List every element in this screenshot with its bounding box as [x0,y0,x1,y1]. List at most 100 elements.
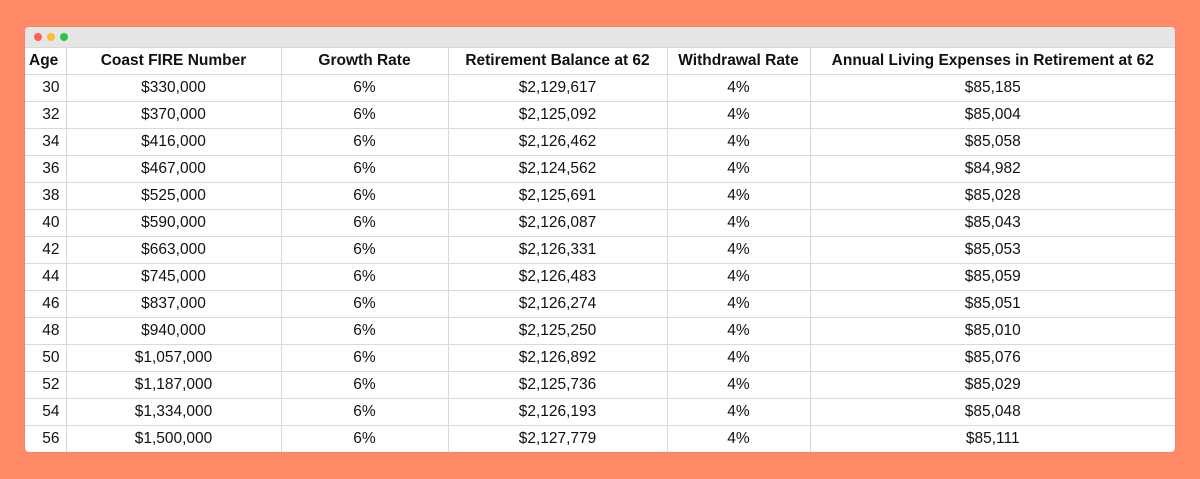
cell-growth-rate: 6% [280,128,449,156]
cell-age: 34 [25,128,67,156]
app-window: Age Coast FIRE Number Growth Rate Retire… [25,27,1175,452]
table-row: 32 $370,000 6% $2,125,092 4% $85,004 [25,101,1175,129]
cell-age: 50 [25,344,67,372]
cell-annual-living-expenses: $85,111 [809,425,1175,452]
cell-retirement-balance: $2,129,617 [447,74,668,102]
cell-annual-living-expenses: $85,029 [809,371,1175,399]
cell-retirement-balance: $2,126,274 [447,290,668,318]
table-row: 42 $663,000 6% $2,126,331 4% $85,053 [25,236,1175,264]
cell-annual-living-expenses: $85,048 [809,398,1175,426]
cell-withdrawal-rate: 4% [666,209,811,237]
cell-age: 46 [25,290,67,318]
cell-retirement-balance: $2,126,483 [447,263,668,291]
table-header-row: Age Coast FIRE Number Growth Rate Retire… [25,48,1175,75]
cell-withdrawal-rate: 4% [666,344,811,372]
cell-age: 38 [25,182,67,210]
cell-coast-fire-number: $416,000 [65,128,282,156]
cell-age: 48 [25,317,67,345]
cell-withdrawal-rate: 4% [666,182,811,210]
cell-coast-fire-number: $1,500,000 [65,425,282,452]
cell-coast-fire-number: $525,000 [65,182,282,210]
cell-retirement-balance: $2,126,892 [447,344,668,372]
cell-annual-living-expenses: $85,010 [809,317,1175,345]
cell-annual-living-expenses: $85,185 [809,74,1175,102]
cell-growth-rate: 6% [280,344,449,372]
cell-annual-living-expenses: $85,076 [809,344,1175,372]
cell-retirement-balance: $2,127,779 [447,425,668,452]
coast-fire-table: Age Coast FIRE Number Growth Rate Retire… [25,48,1175,452]
table-row: 40 $590,000 6% $2,126,087 4% $85,043 [25,209,1175,237]
cell-age: 52 [25,371,67,399]
cell-withdrawal-rate: 4% [666,236,811,264]
cell-coast-fire-number: $330,000 [65,74,282,102]
cell-coast-fire-number: $590,000 [65,209,282,237]
cell-retirement-balance: $2,125,691 [447,182,668,210]
cell-age: 32 [25,101,67,129]
cell-retirement-balance: $2,126,331 [447,236,668,264]
cell-annual-living-expenses: $85,004 [809,101,1175,129]
cell-annual-living-expenses: $85,058 [809,128,1175,156]
cell-coast-fire-number: $940,000 [65,317,282,345]
close-window-icon[interactable] [34,33,42,41]
table-row: 54 $1,334,000 6% $2,126,193 4% $85,048 [25,398,1175,426]
cell-retirement-balance: $2,126,462 [447,128,668,156]
cell-age: 42 [25,236,67,264]
minimize-window-icon[interactable] [47,33,55,41]
cell-growth-rate: 6% [280,263,449,291]
cell-withdrawal-rate: 4% [666,425,811,452]
table-row: 56 $1,500,000 6% $2,127,779 4% $85,111 [25,425,1175,452]
cell-growth-rate: 6% [280,398,449,426]
header-withdrawal-rate: Withdrawal Rate [666,48,811,75]
table-body: 30 $330,000 6% $2,129,617 4% $85,185 32 $370,00… [25,74,1175,452]
cell-coast-fire-number: $745,000 [65,263,282,291]
table-row: 44 $745,000 6% $2,126,483 4% $85,059 [25,263,1175,291]
header-coast-fire-number: Coast FIRE Number [65,48,282,75]
cell-retirement-balance: $2,124,562 [447,155,668,183]
table-row: 52 $1,187,000 6% $2,125,736 4% $85,029 [25,371,1175,399]
cell-coast-fire-number: $467,000 [65,155,282,183]
window-titlebar [25,27,1175,48]
cell-coast-fire-number: $1,334,000 [65,398,282,426]
cell-growth-rate: 6% [280,155,449,183]
cell-growth-rate: 6% [280,371,449,399]
header-age: Age [25,48,67,75]
cell-annual-living-expenses: $85,028 [809,182,1175,210]
cell-growth-rate: 6% [280,209,449,237]
cell-age: 44 [25,263,67,291]
cell-coast-fire-number: $1,057,000 [65,344,282,372]
cell-growth-rate: 6% [280,236,449,264]
cell-growth-rate: 6% [280,425,449,452]
cell-annual-living-expenses: $85,043 [809,209,1175,237]
cell-annual-living-expenses: $85,051 [809,290,1175,318]
cell-retirement-balance: $2,126,193 [447,398,668,426]
cell-growth-rate: 6% [280,101,449,129]
header-growth-rate: Growth Rate [280,48,449,75]
table-row: 34 $416,000 6% $2,126,462 4% $85,058 [25,128,1175,156]
zoom-window-icon[interactable] [60,33,68,41]
cell-withdrawal-rate: 4% [666,128,811,156]
cell-coast-fire-number: $663,000 [65,236,282,264]
cell-coast-fire-number: $370,000 [65,101,282,129]
cell-age: 40 [25,209,67,237]
cell-annual-living-expenses: $84,982 [809,155,1175,183]
cell-age: 30 [25,74,67,102]
table-row: 38 $525,000 6% $2,125,691 4% $85,028 [25,182,1175,210]
cell-retirement-balance: $2,125,736 [447,371,668,399]
cell-withdrawal-rate: 4% [666,398,811,426]
cell-age: 56 [25,425,67,452]
cell-retirement-balance: $2,125,250 [447,317,668,345]
cell-age: 36 [25,155,67,183]
cell-growth-rate: 6% [280,290,449,318]
cell-annual-living-expenses: $85,053 [809,236,1175,264]
cell-coast-fire-number: $837,000 [65,290,282,318]
cell-withdrawal-rate: 4% [666,371,811,399]
cell-withdrawal-rate: 4% [666,101,811,129]
table-row: 46 $837,000 6% $2,126,274 4% $85,051 [25,290,1175,318]
cell-annual-living-expenses: $85,059 [809,263,1175,291]
table-row: 36 $467,000 6% $2,124,562 4% $84,982 [25,155,1175,183]
header-annual-living-expenses: Annual Living Expenses in Retirement at … [809,48,1175,75]
cell-growth-rate: 6% [280,317,449,345]
cell-withdrawal-rate: 4% [666,263,811,291]
cell-withdrawal-rate: 4% [666,290,811,318]
cell-growth-rate: 6% [280,182,449,210]
